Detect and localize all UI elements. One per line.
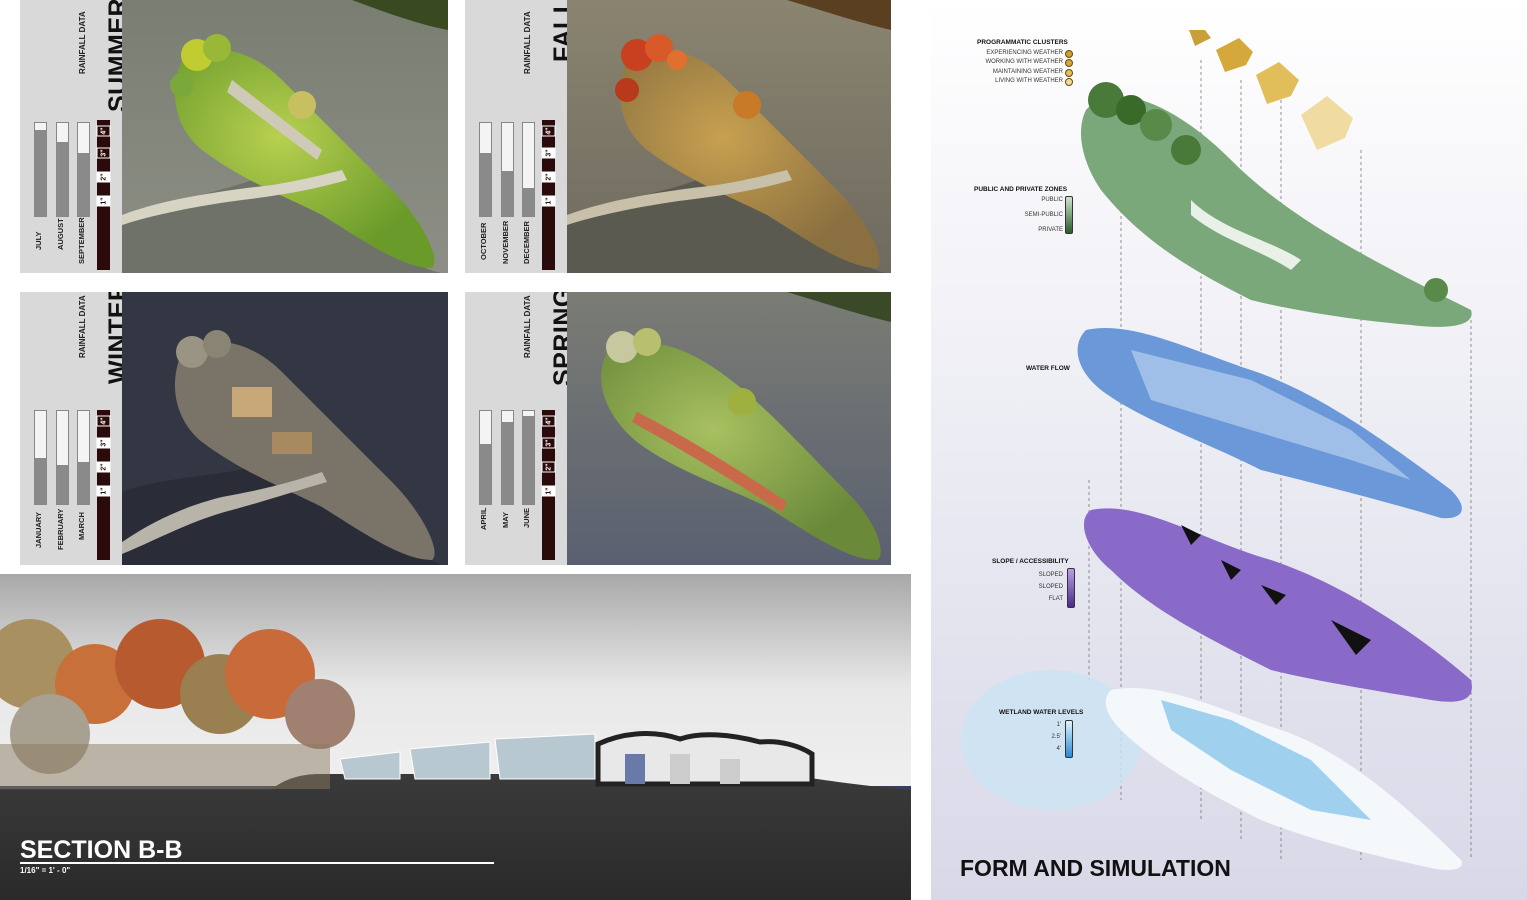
- winter-aerial-image: [122, 292, 448, 565]
- scale-tick: 1": [96, 195, 111, 207]
- rainfall-bar: [77, 410, 90, 505]
- section-scale: 1/16" = 1' - 0": [20, 866, 71, 875]
- section-underline: [20, 862, 494, 864]
- section-drawing: [0, 574, 911, 900]
- month-label: MAY: [501, 512, 510, 528]
- scale-tick: 1": [96, 485, 111, 497]
- month-label: MARCH: [77, 512, 86, 540]
- rainfall-scale: 4" 3" 2" 1": [541, 410, 556, 560]
- rainfall-bar: [501, 122, 514, 217]
- water-flow-title: WATER FLOW: [1026, 365, 1070, 372]
- rainfall-label: RAINFALL DATA: [78, 11, 87, 74]
- cluster-legend-item: LIVING WITH WEATHER: [995, 78, 1063, 84]
- scale-tick: 4": [541, 415, 556, 427]
- scale-tick: 1": [541, 195, 556, 207]
- wetland-title: WETLAND WATER LEVELS: [999, 709, 1084, 716]
- rainfall-label: RAINFALL DATA: [78, 295, 87, 358]
- month-label: NOVEMBER: [501, 220, 510, 264]
- zones-gradient-bar: [1065, 196, 1073, 234]
- month-label: FEBRUARY: [56, 508, 65, 550]
- rainfall-bar: [77, 122, 90, 217]
- rainfall-bar: [34, 410, 47, 505]
- rainfall-bar: [56, 122, 69, 217]
- scale-tick: 2": [96, 171, 111, 183]
- scale-tick: 4": [541, 125, 556, 137]
- rainfall-bar: [501, 410, 514, 505]
- month-label: SEPTEMBER: [77, 217, 86, 264]
- scale-tick: 3": [96, 437, 111, 449]
- season-panel-summer: SUMMER RAINFALL DATA JULY AUGUST SEPTEMB…: [20, 0, 448, 273]
- rainfall-bar: [479, 122, 492, 217]
- wetland-legend-item: 1': [1056, 722, 1061, 728]
- scale-tick: 4": [96, 125, 111, 137]
- zones-legend-item: PRIVATE: [1038, 227, 1063, 233]
- rainfall-bar: [34, 122, 47, 217]
- month-label: DECEMBER: [522, 221, 531, 264]
- cluster-dot-icon: [1065, 50, 1073, 58]
- section-b-b-panel: SECTION B-B 1/16" = 1' - 0": [0, 574, 911, 900]
- form-simulation-title: FORM AND SIMULATION: [960, 855, 1231, 881]
- season-panel-spring: SPRING RAINFALL DATA APRIL MAY JUNE 4" 3…: [465, 292, 891, 565]
- slope-legend-item: SLOPED: [1038, 572, 1063, 578]
- wetland-gradient-bar: [1065, 720, 1073, 758]
- wetland-legend-item: 2.5': [1051, 734, 1062, 740]
- section-title: SECTION B-B: [20, 836, 183, 864]
- scale-tick: 2": [541, 171, 556, 183]
- slope-legend-item: FLAT: [1048, 596, 1063, 602]
- rainfall-bar: [479, 410, 492, 505]
- rainfall-bar: [522, 410, 535, 505]
- fall-aerial-image: [567, 0, 891, 273]
- exploded-axonometric: [961, 30, 1472, 870]
- month-label: APRIL: [479, 507, 488, 531]
- summer-aerial-image: [122, 0, 448, 273]
- cluster-legend-item: MAINTAINING WEATHER: [992, 69, 1063, 75]
- rainfall-scale: 4" 3" 2" 1": [96, 120, 111, 270]
- form-simulation-panel: PROGRAMMATIC CLUSTERS EXPERIENCING WEATH…: [931, 0, 1527, 900]
- spring-aerial-image: [567, 292, 891, 565]
- rainfall-bar: [56, 410, 69, 505]
- cluster-dot-icon: [1065, 69, 1073, 77]
- rainfall-scale: 4" 3" 2" 1": [96, 410, 111, 560]
- slope-legend-item: SLOPED: [1038, 584, 1063, 590]
- scale-tick: 2": [541, 461, 556, 473]
- slope-gradient-bar: [1067, 568, 1075, 608]
- scale-tick: 3": [96, 147, 111, 159]
- scale-tick: 4": [96, 415, 111, 427]
- rainfall-bar: [522, 122, 535, 217]
- scale-tick: 3": [541, 147, 556, 159]
- season-panel-fall: FALL RAINFALL DATA OCTOBER NOVEMBER DECE…: [465, 0, 891, 273]
- zones-legend-item: PUBLIC: [1041, 197, 1063, 203]
- scale-tick: 2": [96, 461, 111, 473]
- cluster-legend-item: EXPERIENCING WEATHER: [986, 50, 1063, 56]
- month-label: JANUARY: [34, 512, 43, 548]
- cluster-dot-icon: [1065, 78, 1073, 86]
- cluster-legend-item: WORKING WITH WEATHER: [985, 59, 1063, 65]
- scale-tick: 1": [541, 485, 556, 497]
- programmatic-clusters-title: PROGRAMMATIC CLUSTERS: [977, 39, 1068, 46]
- month-label: OCTOBER: [479, 222, 488, 260]
- season-panel-winter: WINTER RAINFALL DATA JANUARY FEBRUARY MA…: [20, 292, 448, 565]
- slope-title: SLOPE / ACCESSIBILITY: [992, 558, 1069, 565]
- rainfall-label: RAINFALL DATA: [523, 295, 532, 358]
- rainfall-label: RAINFALL DATA: [523, 11, 532, 74]
- rainfall-scale: 4" 3" 2" 1": [541, 120, 556, 270]
- month-label: JUNE: [522, 507, 531, 528]
- scale-tick: 3": [541, 437, 556, 449]
- zones-title: PUBLIC AND PRIVATE ZONES: [974, 186, 1068, 193]
- month-label: JULY: [34, 231, 43, 250]
- zones-legend-item: SEMI-PUBLIC: [1024, 212, 1063, 218]
- wetland-legend-item: 4': [1056, 746, 1061, 752]
- month-label: AUGUST: [56, 218, 65, 250]
- cluster-dot-icon: [1065, 59, 1073, 67]
